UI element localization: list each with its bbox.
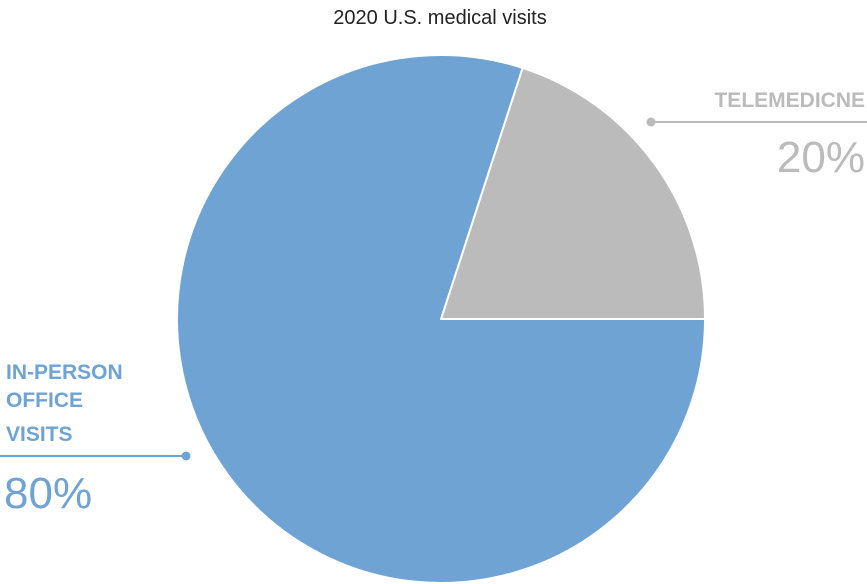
pie-slice-in-person <box>176 54 706 584</box>
in-person-leader-dot <box>181 451 191 461</box>
telemedicine-percent: 20% <box>777 133 865 182</box>
chart-title: 2020 U.S. medical visits <box>333 7 546 29</box>
slice-label-telemedicine: TELEMEDICNE 20% <box>646 89 867 182</box>
in-person-label-line-2: OFFICE <box>6 389 83 412</box>
in-person-label-line-3: VISITS <box>6 423 73 446</box>
pie-slices <box>176 54 706 584</box>
in-person-label-line-1: IN-PERSON <box>6 361 123 384</box>
slice-label-in-person: IN-PERSON OFFICE VISITS 80% <box>0 361 191 518</box>
pie-slice-telemedicine <box>440 66 706 320</box>
in-person-percent: 80% <box>4 469 92 518</box>
telemedicine-label: TELEMEDICNE <box>714 89 865 112</box>
telemedicine-leader-dot <box>646 117 656 127</box>
